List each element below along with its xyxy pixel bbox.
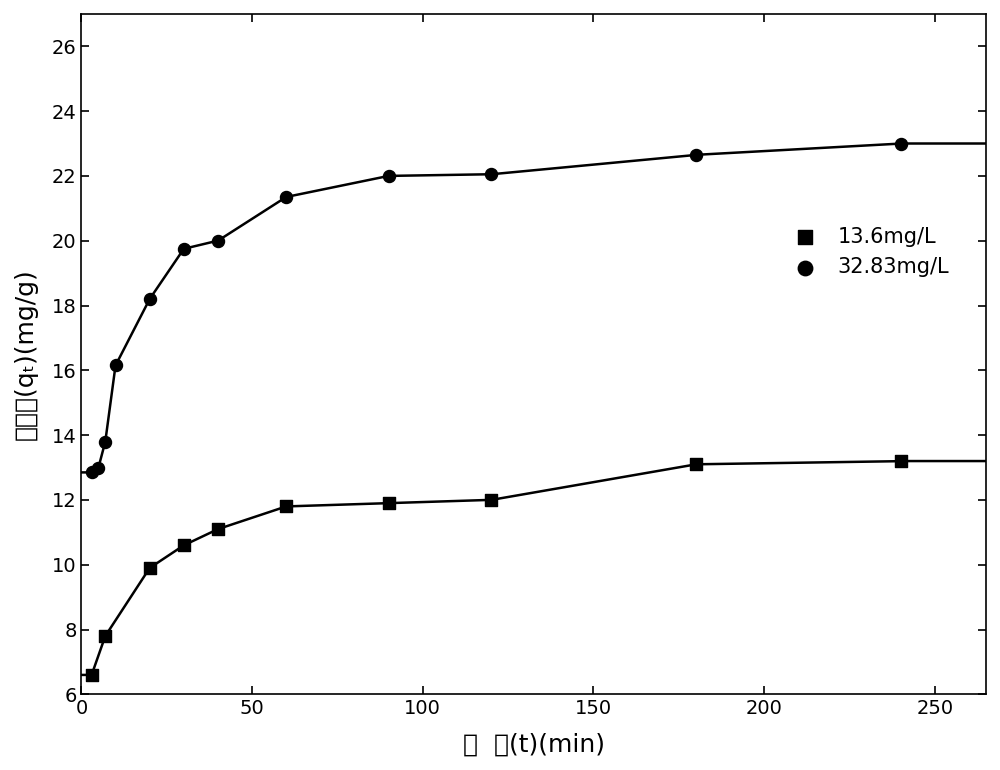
32.83mg/L xyxy=(142,293,158,305)
32.83mg/L xyxy=(90,461,106,474)
32.83mg/L xyxy=(278,191,294,203)
13.6mg/L xyxy=(893,455,909,467)
32.83mg/L xyxy=(108,360,124,372)
32.83mg/L xyxy=(176,243,192,255)
13.6mg/L xyxy=(97,630,113,642)
13.6mg/L xyxy=(84,669,100,681)
32.83mg/L xyxy=(84,467,100,479)
13.6mg/L xyxy=(483,494,499,506)
13.6mg/L xyxy=(142,562,158,574)
13.6mg/L xyxy=(381,497,397,509)
13.6mg/L xyxy=(278,500,294,513)
Y-axis label: 吸附量(qₜ)(mg/g): 吸附量(qₜ)(mg/g) xyxy=(14,268,38,440)
32.83mg/L xyxy=(210,235,226,247)
X-axis label: 时  间(t)(min): 时 间(t)(min) xyxy=(463,732,605,756)
32.83mg/L xyxy=(688,149,704,161)
13.6mg/L xyxy=(688,458,704,470)
32.83mg/L xyxy=(381,169,397,182)
32.83mg/L xyxy=(893,137,909,149)
Legend: 13.6mg/L, 32.83mg/L: 13.6mg/L, 32.83mg/L xyxy=(781,219,958,286)
32.83mg/L xyxy=(97,436,113,448)
32.83mg/L xyxy=(483,168,499,180)
13.6mg/L xyxy=(210,523,226,535)
13.6mg/L xyxy=(176,539,192,551)
